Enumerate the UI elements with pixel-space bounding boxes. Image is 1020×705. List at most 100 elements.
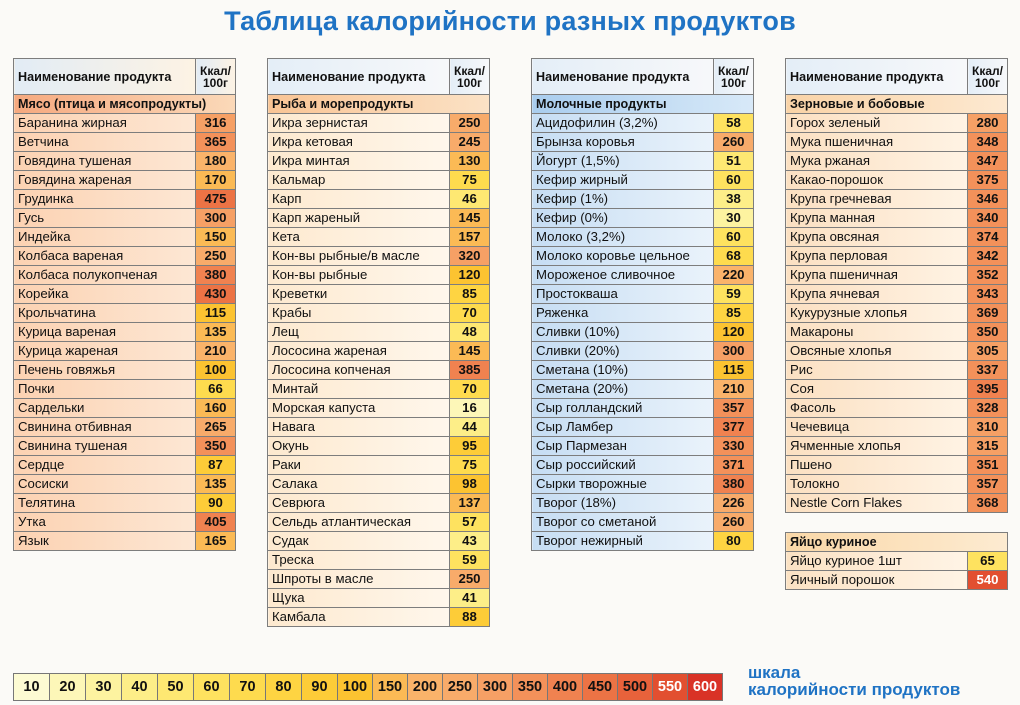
- header-row: Наименование продукта Ккал/100г: [267, 58, 490, 95]
- kcal-value: 305: [967, 341, 1008, 361]
- kcal-value: 377: [713, 417, 754, 437]
- table-row: Крупа перловая 342: [785, 246, 1008, 266]
- table-row: Nestle Corn Flakes 368: [785, 493, 1008, 513]
- table-row: Шпроты в масле 250: [267, 569, 490, 589]
- table-row: Минтай 70: [267, 379, 490, 399]
- table-row: Индейка 150: [13, 227, 236, 247]
- header-kcal-line2: 100г: [456, 76, 483, 90]
- product-name: Сметана (20%): [531, 379, 714, 399]
- product-name: Сливки (10%): [531, 322, 714, 342]
- header-kcal: Ккал/100г: [967, 58, 1008, 95]
- table-row: Камбала 88: [267, 607, 490, 627]
- kcal-value: 540: [966, 570, 1009, 590]
- table-row: Творог со сметаной 260: [531, 512, 754, 532]
- category-row: Яйцо куриное: [784, 532, 1009, 552]
- product-name: Гусь: [13, 208, 196, 228]
- category-label: Рыба и морепродукты: [267, 94, 490, 114]
- table-row: Икра зернистая 250: [267, 113, 490, 133]
- table-row: Салака 98: [267, 474, 490, 494]
- table-row: Кефир (0%) 30: [531, 208, 754, 228]
- product-name: Колбаса полукопченая: [13, 265, 196, 285]
- table-row: Ацидофилин (3,2%) 58: [531, 113, 754, 133]
- table-row: Баранина жирная 316: [13, 113, 236, 133]
- product-name: Сыр российский: [531, 455, 714, 475]
- kcal-value: 66: [195, 379, 236, 399]
- kcal-value: 380: [195, 265, 236, 285]
- table-row: Крупа овсяная 374: [785, 227, 1008, 247]
- product-name: Мука ржаная: [785, 151, 968, 171]
- kcal-value: 165: [195, 531, 236, 551]
- product-name: Сельдь атлантическая: [267, 512, 450, 532]
- kcal-value: 280: [967, 113, 1008, 133]
- product-name: Свинина отбивная: [13, 417, 196, 437]
- table-row: Сельдь атлантическая 57: [267, 512, 490, 532]
- scale-label: шкала калорийности продуктов: [748, 664, 960, 698]
- scale-cell: 70: [229, 673, 266, 701]
- kcal-value: 260: [713, 512, 754, 532]
- product-name: Салака: [267, 474, 450, 494]
- table-row: Сыр российский 371: [531, 455, 754, 475]
- table-row: Брынза коровья 260: [531, 132, 754, 152]
- table-row: Кон-вы рыбные/в масле 320: [267, 246, 490, 266]
- header-kcal-line1: Ккал/: [972, 64, 1003, 78]
- kcal-value: 337: [967, 360, 1008, 380]
- product-name: Язык: [13, 531, 196, 551]
- kcal-value: 371: [713, 455, 754, 475]
- table-row: Макароны 350: [785, 322, 1008, 342]
- product-name: Кон-вы рыбные/в масле: [267, 246, 450, 266]
- kcal-value: 343: [967, 284, 1008, 304]
- scale-cell: 600: [687, 673, 723, 701]
- kcal-value: 157: [449, 227, 490, 247]
- product-name: Телятина: [13, 493, 196, 513]
- header-row: Наименование продукта Ккал/100г: [531, 58, 754, 95]
- product-name: Курица вареная: [13, 322, 196, 342]
- table-row: Говядина жареная 170: [13, 170, 236, 190]
- kcal-value: 120: [449, 265, 490, 285]
- fish-table: Наименование продукта Ккал/100г Рыба и мор…: [267, 58, 490, 627]
- kcal-value: 59: [713, 284, 754, 304]
- table-row: Сыр голландский 357: [531, 398, 754, 418]
- scale-cell: 550: [652, 673, 688, 701]
- product-name: Кефир (0%): [531, 208, 714, 228]
- table-row: Йогурт (1,5%) 51: [531, 151, 754, 171]
- product-name: Творог (18%): [531, 493, 714, 513]
- kcal-value: 300: [713, 341, 754, 361]
- product-name: Кальмар: [267, 170, 450, 190]
- table-row: Курица вареная 135: [13, 322, 236, 342]
- product-name: Чечевица: [785, 417, 968, 437]
- kcal-value: 250: [195, 246, 236, 266]
- scale-cell: 400: [547, 673, 583, 701]
- scale-cell: 350: [512, 673, 548, 701]
- table-row: Курица жареная 210: [13, 341, 236, 361]
- header-row: Наименование продукта Ккал/100г: [13, 58, 236, 95]
- category-row: Зерновые и бобовые: [785, 94, 1008, 114]
- product-name: Корейка: [13, 284, 196, 304]
- kcal-value: 320: [449, 246, 490, 266]
- kcal-value: 75: [449, 170, 490, 190]
- product-name: Сырки творожные: [531, 474, 714, 494]
- kcal-value: 340: [967, 208, 1008, 228]
- kcal-value: 350: [967, 322, 1008, 342]
- product-name: Курица жареная: [13, 341, 196, 361]
- product-name: Щука: [267, 588, 450, 608]
- product-name: Йогурт (1,5%): [531, 151, 714, 171]
- table-row: Язык 165: [13, 531, 236, 551]
- table-row: Сердце 87: [13, 455, 236, 475]
- product-name: Кон-вы рыбные: [267, 265, 450, 285]
- product-name: Фасоль: [785, 398, 968, 418]
- kcal-value: 250: [449, 569, 490, 589]
- table-row: Сливки (10%) 120: [531, 322, 754, 342]
- scale-cell: 90: [301, 673, 338, 701]
- scale-cell: 500: [617, 673, 653, 701]
- page-title: Таблица калорийности разных продуктов: [224, 6, 796, 36]
- kcal-value: 220: [713, 265, 754, 285]
- header-kcal-line1: Ккал/: [454, 64, 485, 78]
- product-name: Икра минтая: [267, 151, 450, 171]
- product-name: Рис: [785, 360, 968, 380]
- kcal-value: 48: [449, 322, 490, 342]
- table-row: Простокваша 59: [531, 284, 754, 304]
- table-row: Свинина отбивная 265: [13, 417, 236, 437]
- kcal-value: 120: [713, 322, 754, 342]
- table-row: Кета 157: [267, 227, 490, 247]
- table-row: Лососина жареная 145: [267, 341, 490, 361]
